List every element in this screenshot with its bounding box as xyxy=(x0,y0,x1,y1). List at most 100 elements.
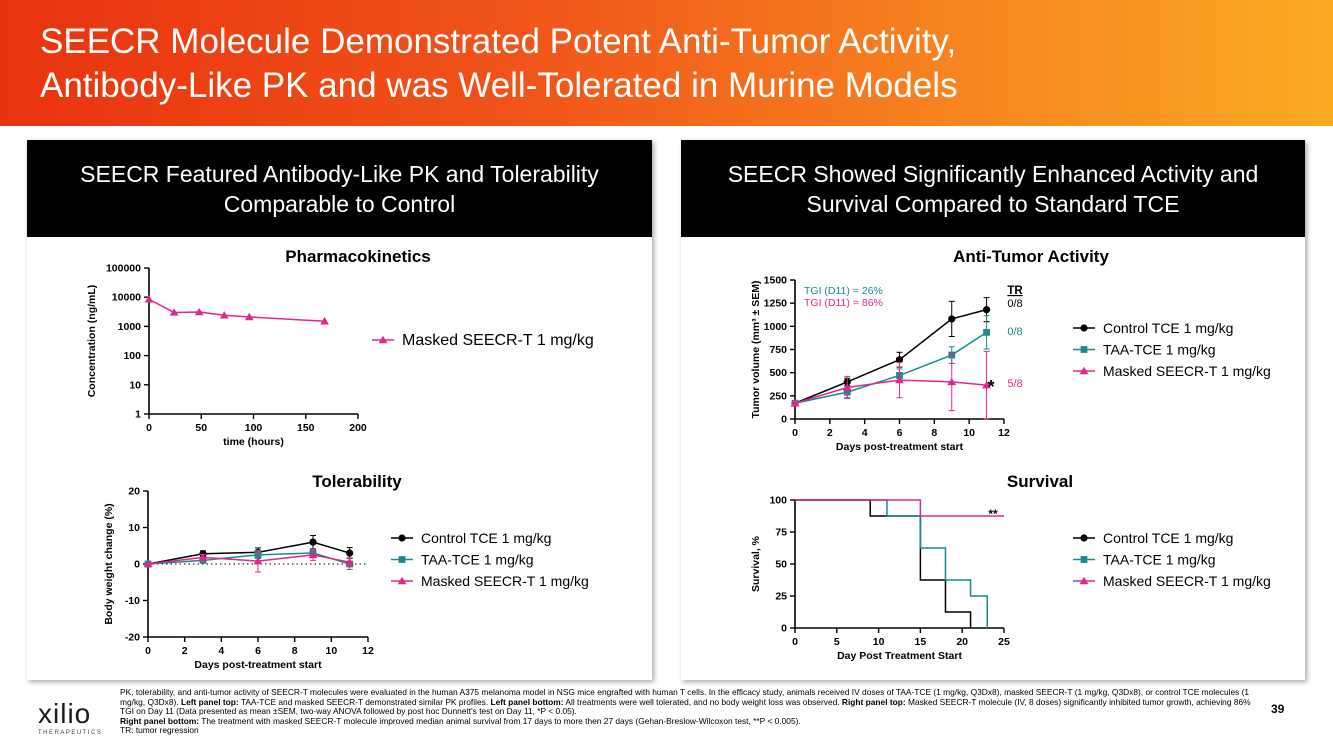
survival-legend-label: TAA-TCE 1 mg/kg xyxy=(1103,552,1216,568)
tr-masked: 5/8 xyxy=(1007,378,1022,390)
pk-x-tick-label: 200 xyxy=(349,422,367,434)
tgi-taa-label: TGI (D11) = 26% xyxy=(804,285,883,297)
survival-title: Survival xyxy=(1007,472,1073,491)
survival-series-line-0 xyxy=(795,499,972,628)
survival-y-tick-label: 25 xyxy=(775,591,787,603)
antitumor-title: Anti-Tumor Activity xyxy=(953,247,1109,266)
antitumor-data-point xyxy=(982,306,991,314)
pk-chart: Pharmacokinetics 0 50 100 150 200 1 10 100 1000 10… xyxy=(86,247,594,448)
survival-x-tick-label: 25 xyxy=(998,636,1010,648)
antitumor-y-tick-label: 1000 xyxy=(764,321,788,333)
tolerability-x-tick-label: 6 xyxy=(255,645,261,657)
survival-legend-label: Control TCE 1 mg/kg xyxy=(1103,530,1233,546)
antitumor-data-point xyxy=(895,356,904,364)
tolerability-x-tick-label: 0 xyxy=(145,645,151,657)
antitumor-data-point xyxy=(983,328,990,336)
survival-x-tick-label: 10 xyxy=(873,636,885,648)
antitumor-data-point xyxy=(947,377,957,386)
antitumor-legend-label: Control TCE 1 mg/kg xyxy=(1103,320,1233,336)
tolerability-chart: Tolerability 0 2 4 6 8 10 12 -20 -10 0 10 20 Days pos… xyxy=(103,472,589,671)
antitumor-data-point xyxy=(842,383,852,391)
tolerability-y-label: Body weight change (%) xyxy=(103,503,115,624)
survival-legend-marker xyxy=(1079,576,1089,585)
left-panel-heading: SEECR Featured Antibody-Like PK and Tole… xyxy=(27,140,652,237)
survival-y-tick-label: 100 xyxy=(769,495,787,507)
tr-control: 0/8 xyxy=(1007,298,1022,310)
pk-y-tick-label: 100 xyxy=(123,350,141,362)
pk-legend-marker xyxy=(378,335,388,344)
pk-legend-label: Masked SEECR-T 1 mg/kg xyxy=(402,332,594,349)
antitumor-x-tick-label: 6 xyxy=(897,427,903,439)
antitumor-x-tick-label: 10 xyxy=(963,427,975,439)
left-panel: SEECR Featured Antibody-Like PK and Tole… xyxy=(27,140,652,680)
slide-title: SEECR Molecule Demonstrated Potent Anti-… xyxy=(40,22,958,105)
tolerability-title: Tolerability xyxy=(312,472,402,491)
significance-star: * xyxy=(987,377,994,397)
tolerability-x-label: Days post-treatment start xyxy=(194,659,322,671)
tolerability-x-tick-label: 4 xyxy=(218,645,224,657)
title-banner: SEECR Molecule Demonstrated Potent Anti-… xyxy=(0,0,1333,126)
survival-y-tick-label: 50 xyxy=(775,559,787,571)
antitumor-legend-marker xyxy=(1080,346,1088,353)
right-panel-heading: SEECR Showed Significantly Enhanced Acti… xyxy=(681,140,1305,237)
tolerability-legend-marker xyxy=(398,556,406,563)
pk-y-label: Concentration (ng/mL) xyxy=(86,285,98,398)
antitumor-legend-marker xyxy=(1079,366,1089,375)
pk-data-point xyxy=(194,307,204,316)
antitumor-y-tick-label: 1500 xyxy=(764,275,788,287)
right-panel: SEECR Showed Significantly Enhanced Acti… xyxy=(681,140,1305,680)
antitumor-data-point xyxy=(948,315,956,323)
pk-x-tick-label: 100 xyxy=(245,422,263,434)
tolerability-x-tick-label: 12 xyxy=(362,645,374,657)
tolerability-data-point xyxy=(143,559,153,568)
survival-y-tick-label: 0 xyxy=(781,623,787,635)
tr-header: TR xyxy=(1007,285,1023,297)
pk-data-point xyxy=(144,295,154,303)
tolerability-data-point xyxy=(346,549,354,557)
tolerability-data-point xyxy=(308,550,318,559)
survival-y-tick-label: 75 xyxy=(775,527,787,539)
antitumor-legend-label: TAA-TCE 1 mg/kg xyxy=(1103,342,1216,358)
survival-series-line-2 xyxy=(795,499,1004,517)
pk-y-tick-label: 1 xyxy=(135,409,141,421)
antitumor-data-point xyxy=(790,399,800,407)
pk-title: Pharmacokinetics xyxy=(285,247,431,266)
antitumor-legend-marker xyxy=(1080,324,1088,332)
antitumor-y-tick-label: 0 xyxy=(781,414,787,426)
antitumor-series-line-0 xyxy=(794,308,987,404)
pk-y-tick-label: 10 xyxy=(129,379,141,391)
pk-series-line-0 xyxy=(148,298,325,323)
antitumor-data-point xyxy=(895,375,904,384)
antitumor-x-tick-label: 8 xyxy=(931,427,937,439)
tolerability-y-tick-label: 20 xyxy=(128,486,140,498)
antitumor-y-label: Tumor volume (mm³ ± SEM) xyxy=(750,281,762,419)
pk-data-point xyxy=(219,311,229,319)
pk-data-point xyxy=(320,317,329,325)
tgi-masked-label: TGI (D11) = 86% xyxy=(804,297,883,309)
tolerability-data-point xyxy=(253,556,263,565)
tolerability-y-tick-label: 10 xyxy=(128,522,140,534)
antitumor-chart: Anti-Tumor Activity 0 2 4 6 8 10 12 0 250 500 750 10… xyxy=(750,247,1271,453)
survival-legend-marker xyxy=(1080,556,1088,563)
pk-x-tick-label: 0 xyxy=(146,422,152,434)
tolerability-y-tick-label: 0 xyxy=(134,559,140,571)
survival-x-label: Day Post Treatment Start xyxy=(837,650,962,662)
pk-x-label: time (hours) xyxy=(223,436,284,448)
survival-x-tick-label: 5 xyxy=(834,636,840,648)
pk-data-point xyxy=(169,308,179,316)
pk-y-tick-label: 10000 xyxy=(112,292,141,304)
tolerability-legend-label: Masked SEECR-T 1 mg/kg xyxy=(421,573,589,589)
company-logo: xilio THERAPEUTICS xyxy=(38,698,103,737)
pk-x-tick-label: 50 xyxy=(195,422,207,434)
tolerability-x-tick-label: 8 xyxy=(292,645,298,657)
antitumor-legend-label: Masked SEECR-T 1 mg/kg xyxy=(1103,363,1271,379)
survival-legend-marker xyxy=(1080,534,1088,542)
significance-stars: ** xyxy=(988,507,998,521)
antitumor-x-label: Days post-treatment start xyxy=(836,441,964,453)
tolerability-y-tick-label: -10 xyxy=(125,595,140,607)
antitumor-y-tick-label: 1250 xyxy=(764,298,788,310)
antitumor-x-tick-label: 2 xyxy=(827,427,833,439)
antitumor-series-line-1 xyxy=(794,331,987,404)
